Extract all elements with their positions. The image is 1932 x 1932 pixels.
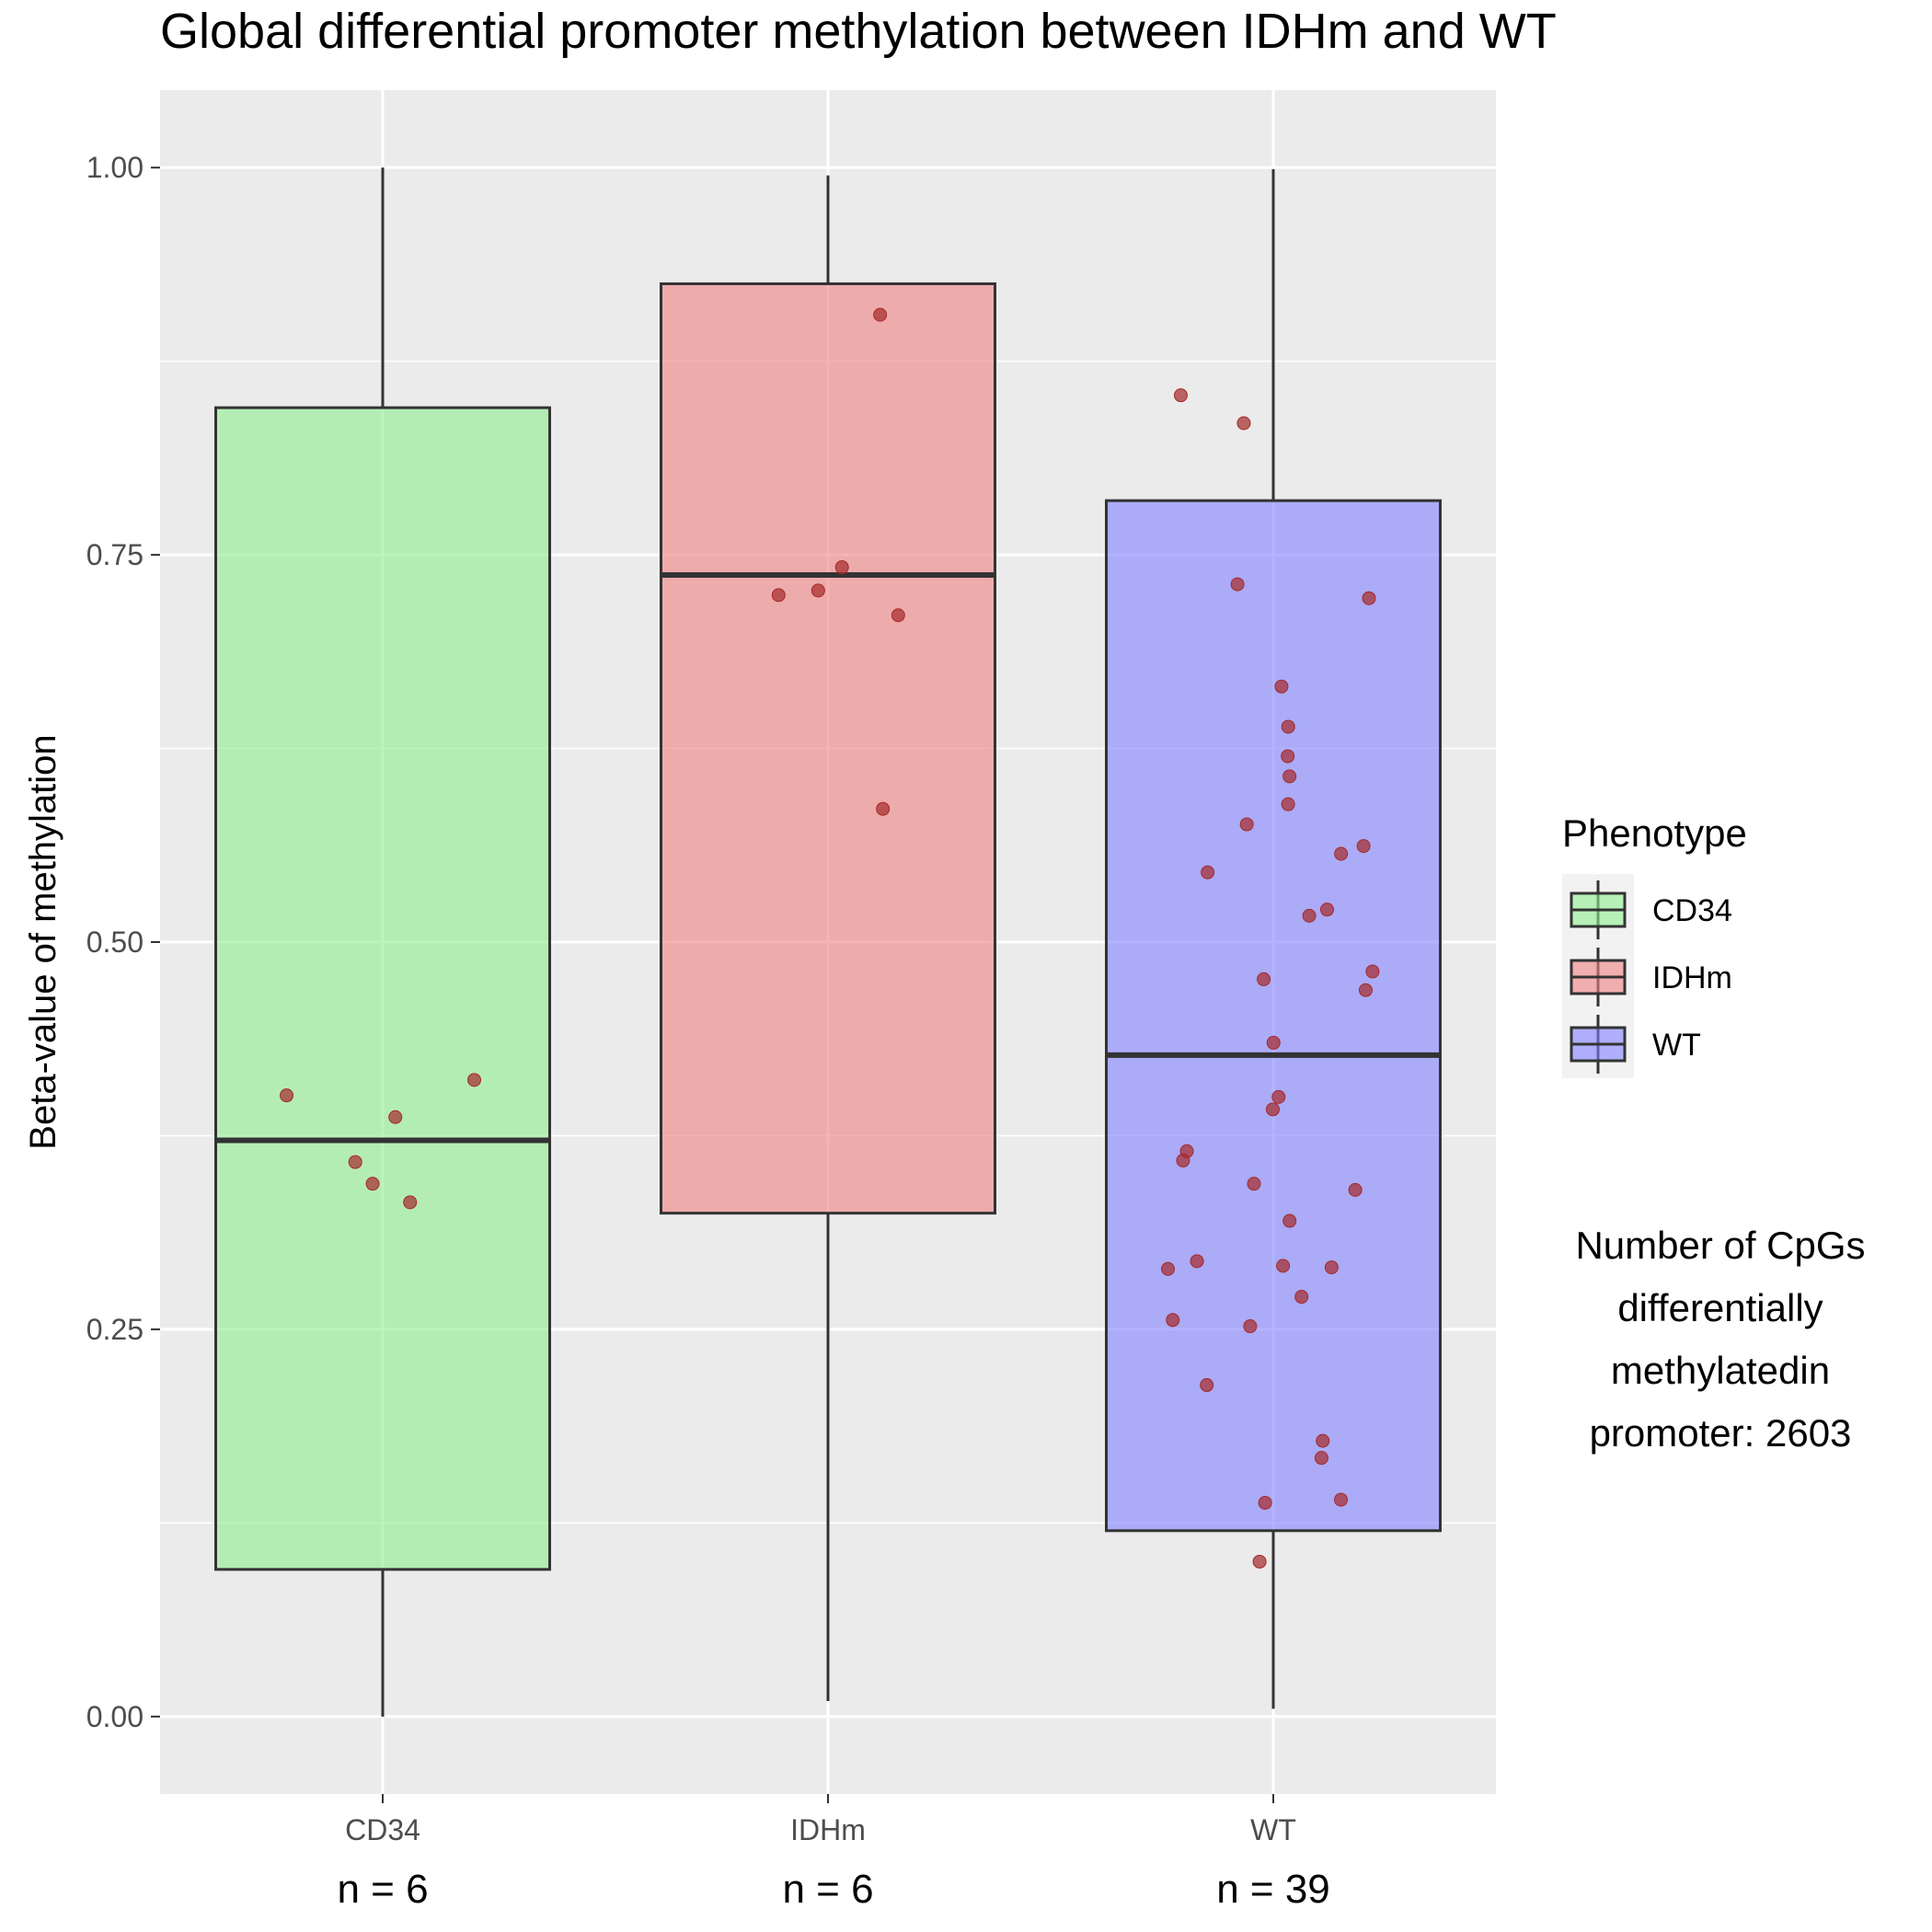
data-point [1282,769,1297,784]
data-point [1358,983,1373,997]
data-point [1243,1319,1258,1334]
jitter-points [280,307,1380,1569]
data-point [1252,1554,1267,1569]
data-point [873,307,888,322]
data-point [1274,679,1289,694]
data-point [1281,749,1295,764]
y-tick-label: 0.75 [86,538,144,571]
data-point [1201,865,1215,880]
data-point [1282,1213,1297,1228]
y-tick-label: 0.00 [86,1700,144,1733]
x-tick-label: CD34 [345,1813,420,1846]
y-tick-label: 0.25 [86,1313,144,1346]
x-tick-label: IDHm [790,1813,866,1846]
n-label: n = 6 [782,1867,873,1912]
data-point [811,583,825,598]
data-point [876,801,891,816]
box-WT [1105,499,1442,1533]
box-IDHm [660,282,996,1215]
data-point [365,1177,380,1191]
data-point [1176,1153,1190,1167]
cpg-count-annotation: Number of CpGs differentially methylatedin… [1575,1224,1865,1455]
data-point [1362,591,1376,605]
data-point [834,560,849,575]
legend-label: WT [1652,1028,1701,1063]
data-point [1247,1177,1261,1191]
n-label: n = 6 [337,1867,428,1912]
legend-label: CD34 [1652,893,1732,928]
y-axis-title: Beta-value of methylation [23,734,63,1149]
data-point [891,608,905,623]
annotation-line: promoter: 2603 [1590,1411,1852,1455]
data-point [1302,908,1317,923]
data-point [1265,1102,1280,1117]
legend-title: Phenotype [1562,811,1747,855]
data-point [1239,817,1254,832]
data-point [1173,388,1188,403]
data-point [1319,903,1334,917]
data-point [1236,416,1251,431]
data-point [1230,577,1245,592]
x-tick-label: WT [1250,1813,1296,1846]
data-point [1334,846,1349,861]
x-axis-ticks: CD34 IDHm WT [345,1794,1296,1846]
y-tick-label: 1.00 [86,151,144,184]
data-point [1271,1089,1286,1104]
boxes [214,167,1442,1717]
annotation-line: Number of CpGs [1575,1224,1865,1267]
data-point [280,1088,294,1103]
data-point [1348,1182,1363,1197]
data-point [1316,1433,1330,1448]
data-point [1334,1492,1349,1507]
data-point [1166,1313,1180,1328]
data-point [1365,964,1380,979]
data-point [1200,1378,1214,1393]
chart-title: Global differential promoter methylation… [160,4,1557,59]
data-point [348,1155,362,1169]
data-point [403,1195,418,1210]
data-point [1258,1495,1272,1510]
data-point [1281,797,1295,811]
annotation-line: differentially [1617,1286,1823,1329]
data-point [1294,1290,1309,1305]
data-point [1324,1260,1339,1275]
data-point [1257,972,1271,986]
legend-label: IDHm [1652,960,1732,995]
data-point [1190,1254,1204,1269]
data-point [771,588,786,603]
data-point [1161,1261,1176,1276]
data-point [388,1110,403,1124]
data-point [1281,719,1295,734]
data-point [1276,1259,1291,1273]
data-point [1266,1035,1281,1050]
sample-size-labels: n = 6 n = 6 n = 39 [337,1867,1329,1912]
data-point [1356,839,1371,854]
legend: Phenotype CD34 IDHm WT [1562,811,1747,1078]
y-tick-label: 0.50 [86,926,144,959]
data-point [466,1073,481,1087]
annotation-line: methylatedin [1611,1349,1830,1392]
n-label: n = 39 [1216,1867,1330,1912]
y-axis-ticks: 0.00 0.25 0.50 0.75 1.00 [86,151,160,1733]
data-point [1314,1451,1328,1466]
box-CD34 [214,406,551,1571]
